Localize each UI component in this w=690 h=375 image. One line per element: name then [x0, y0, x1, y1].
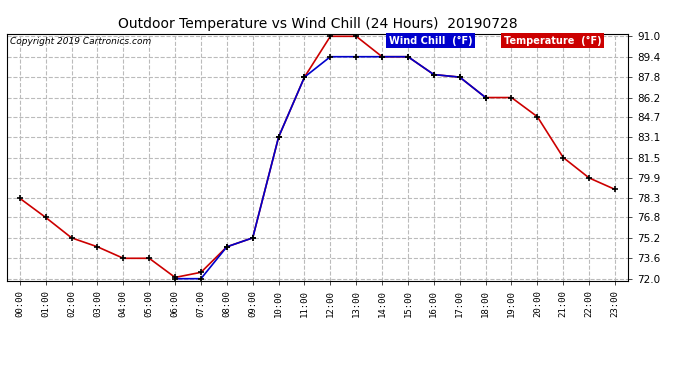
Text: Copyright 2019 Cartronics.com: Copyright 2019 Cartronics.com — [10, 38, 151, 46]
Title: Outdoor Temperature vs Wind Chill (24 Hours)  20190728: Outdoor Temperature vs Wind Chill (24 Ho… — [117, 17, 518, 31]
Text: Temperature  (°F): Temperature (°F) — [504, 36, 601, 46]
Text: Wind Chill  (°F): Wind Chill (°F) — [389, 36, 473, 46]
